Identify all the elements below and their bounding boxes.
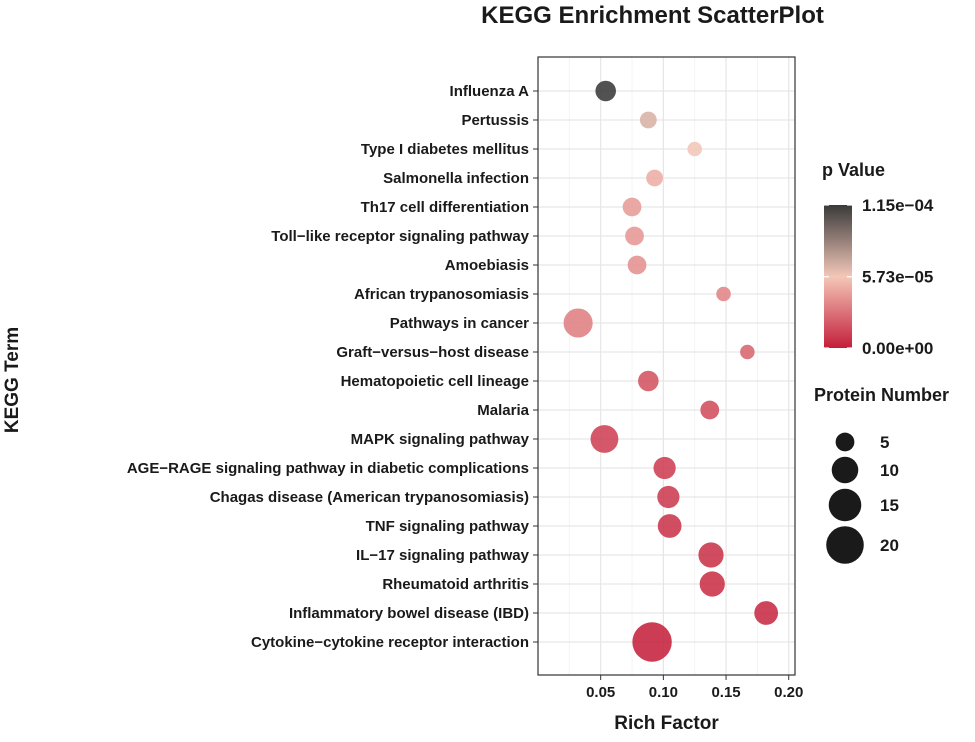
data-point (716, 286, 731, 302)
y-tick-label: Malaria (477, 402, 529, 419)
size-legend-dot (831, 456, 859, 484)
data-point (638, 370, 659, 392)
size-legend-title: Protein Number (814, 385, 950, 405)
y-tick-label: Amoebiasis (445, 257, 529, 274)
y-tick-label: TNF signaling pathway (366, 518, 530, 535)
x-tick-label: 0.10 (649, 684, 678, 701)
data-point (687, 141, 702, 157)
y-axis-label: KEGG Term (2, 326, 23, 434)
color-legend-label: 5.73e−05 (862, 268, 933, 287)
color-legend-title: p Value (822, 160, 886, 180)
size-legend-label: 20 (880, 536, 899, 555)
x-axis-label: Rich Factor (614, 713, 719, 734)
data-point (625, 226, 644, 246)
data-point (563, 308, 593, 338)
data-point (657, 514, 682, 538)
data-point (653, 456, 676, 480)
color-legend-label: 0.00e+00 (862, 339, 933, 358)
y-tick-label: Pertussis (461, 112, 529, 129)
y-tick-label: AGE−RAGE signaling pathway in diabetic c… (127, 460, 529, 477)
data-point (699, 571, 725, 597)
y-tick-label: Pathways in cancer (390, 315, 529, 332)
y-tick-label: Toll−like receptor signaling pathway (271, 228, 529, 245)
plot-panel (538, 57, 795, 675)
data-point (590, 425, 619, 453)
y-tick-label: Th17 cell differentiation (361, 199, 529, 216)
size-legend-dot (828, 488, 862, 522)
data-point (639, 111, 657, 129)
size-legend-dot (835, 432, 855, 452)
data-point (646, 169, 663, 187)
plot-border (537, 56, 796, 676)
x-tick-label: 0.05 (586, 684, 615, 701)
y-tick-label: Hematopoietic cell lineage (341, 373, 529, 390)
y-tick-label: Type I diabetes mellitus (361, 141, 529, 158)
y-tick-label: Rheumatoid arthritis (382, 576, 529, 593)
y-tick-label: Salmonella infection (383, 170, 529, 187)
y-tick-label: Chagas disease (American trypanosomiasis… (210, 489, 529, 506)
data-point (754, 601, 779, 625)
y-tick-label: African trypanosomiasis (354, 286, 529, 303)
x-tick-label: 0.20 (774, 684, 803, 701)
data-point (627, 255, 647, 275)
y-tick-label: Cytokine−cytokine receptor interaction (251, 634, 529, 651)
data-point (700, 400, 720, 420)
data-point (622, 197, 642, 217)
data-point (698, 542, 724, 568)
size-legend-label: 15 (880, 496, 899, 515)
y-tick-label: Influenza A (450, 83, 530, 100)
data-point (657, 485, 680, 509)
y-tick-label: Inflammatory bowel disease (IBD) (289, 605, 529, 622)
size-legend-label: 5 (880, 433, 889, 452)
data-point (595, 80, 616, 102)
y-tick-label: IL−17 signaling pathway (356, 547, 530, 564)
size-legend-dot (826, 526, 864, 564)
data-point (632, 622, 672, 662)
size-legend-label: 10 (880, 461, 899, 480)
y-tick-label: MAPK signaling pathway (351, 431, 530, 448)
color-legend-label: 1.15e−04 (862, 196, 934, 215)
x-tick-label: 0.15 (711, 684, 740, 701)
data-point (740, 344, 755, 360)
chart-title: KEGG Enrichment ScatterPlot (481, 2, 824, 29)
y-tick-label: Graft−versus−host disease (336, 344, 529, 361)
